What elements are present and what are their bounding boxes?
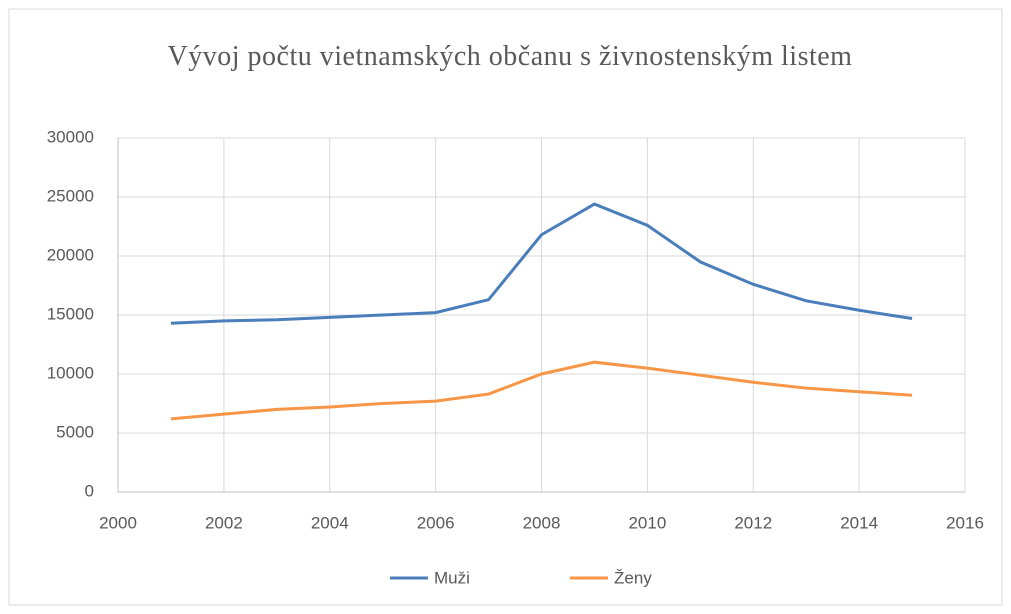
line-series [170, 360, 913, 421]
line-series [170, 202, 913, 325]
y-tick-label: 25000 [47, 186, 94, 205]
x-tick-label: 2014 [840, 513, 878, 532]
x-tick-label: 2008 [523, 513, 561, 532]
y-tick-label: 5000 [56, 422, 94, 441]
x-tick-label: 2004 [311, 513, 349, 532]
y-tick-label: 15000 [47, 304, 94, 323]
chart-title: Vývoj počtu vietnamských občanu s živnos… [167, 41, 853, 72]
legend-label: Ženy [614, 568, 652, 587]
x-tick-label: 2010 [628, 513, 666, 532]
x-tick-label: 2006 [417, 513, 455, 532]
x-tick-label: 2002 [205, 513, 243, 532]
y-tick-label: 30000 [47, 127, 94, 146]
x-tick-label: 2000 [99, 513, 137, 532]
y-tick-label: 20000 [47, 245, 94, 264]
legend-label: Muži [434, 568, 470, 587]
y-tick-label: 0 [85, 481, 94, 500]
y-tick-label: 10000 [47, 363, 94, 382]
x-tick-label: 2016 [946, 513, 984, 532]
x-tick-label: 2012 [734, 513, 772, 532]
